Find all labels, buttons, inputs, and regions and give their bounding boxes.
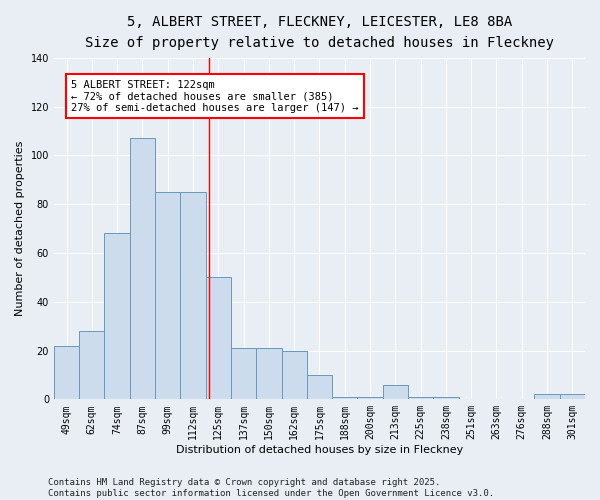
Bar	[79, 331, 104, 400]
Text: Contains HM Land Registry data © Crown copyright and database right 2025.
Contai: Contains HM Land Registry data © Crown c…	[48, 478, 494, 498]
Bar	[307, 375, 332, 400]
Bar	[54, 346, 79, 400]
Bar	[256, 348, 281, 400]
Bar	[408, 397, 433, 400]
Bar	[155, 192, 181, 400]
Bar	[433, 397, 458, 400]
Bar	[358, 397, 383, 400]
Bar	[383, 384, 408, 400]
Bar	[206, 278, 231, 400]
Bar	[104, 234, 130, 400]
Bar	[332, 397, 358, 400]
Bar	[560, 394, 585, 400]
Title: 5, ALBERT STREET, FLECKNEY, LEICESTER, LE8 8BA
Size of property relative to deta: 5, ALBERT STREET, FLECKNEY, LEICESTER, L…	[85, 15, 554, 50]
Y-axis label: Number of detached properties: Number of detached properties	[15, 141, 25, 316]
Bar	[181, 192, 206, 400]
Text: 5 ALBERT STREET: 122sqm
← 72% of detached houses are smaller (385)
27% of semi-d: 5 ALBERT STREET: 122sqm ← 72% of detache…	[71, 80, 359, 113]
Bar	[281, 350, 307, 400]
X-axis label: Distribution of detached houses by size in Fleckney: Distribution of detached houses by size …	[176, 445, 463, 455]
Bar	[535, 394, 560, 400]
Bar	[130, 138, 155, 400]
Bar	[231, 348, 256, 400]
